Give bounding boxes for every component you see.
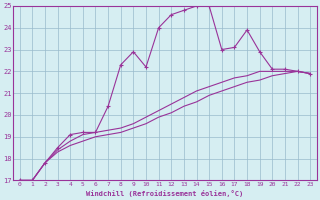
X-axis label: Windchill (Refroidissement éolien,°C): Windchill (Refroidissement éolien,°C) bbox=[86, 190, 244, 197]
